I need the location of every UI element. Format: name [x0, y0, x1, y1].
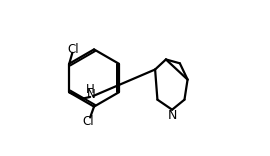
- Text: H: H: [86, 83, 95, 96]
- Text: Cl: Cl: [83, 115, 94, 128]
- Text: Cl: Cl: [67, 43, 79, 56]
- Text: N: N: [167, 109, 177, 122]
- Text: N: N: [87, 88, 96, 101]
